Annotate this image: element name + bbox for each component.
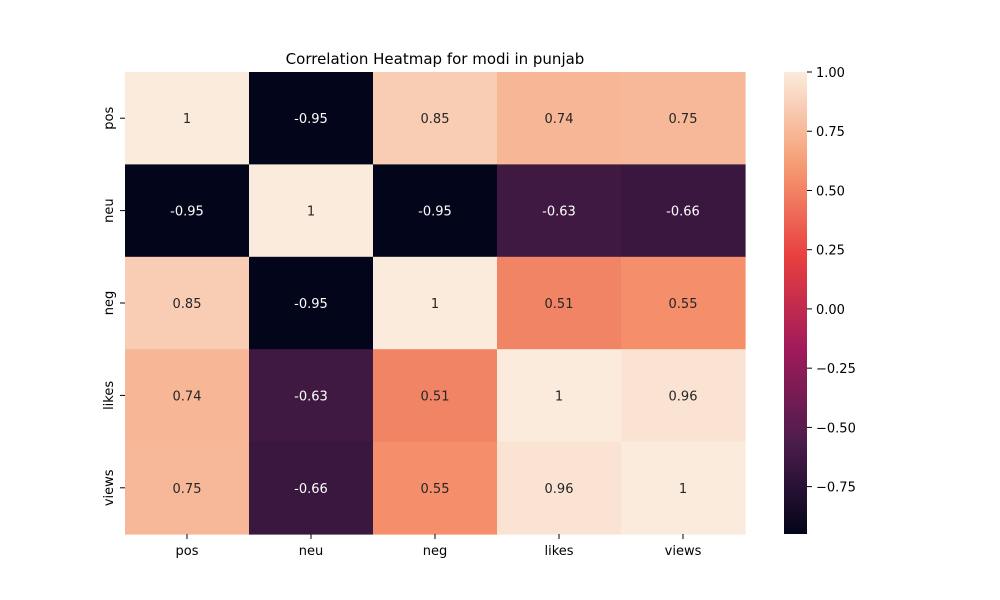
- heatmap-cell: [621, 349, 746, 443]
- colorbar-tick-label: −0.50: [816, 421, 856, 436]
- heatmap-cell: [249, 349, 374, 443]
- heatmap-cell: [497, 164, 622, 258]
- colorbar-tick-label: −0.25: [816, 362, 856, 377]
- cell-value-label: 0.74: [545, 112, 574, 127]
- colorbar: 1.00 0.75 0.50 0.25 0.00 −0.25 −0.50 −0.75: [784, 66, 856, 534]
- y-tick-label: pos: [102, 106, 117, 129]
- heatmap-cell: [373, 164, 498, 258]
- cell-value-label: -0.95: [170, 205, 204, 220]
- cell-value-label: 1: [307, 205, 315, 220]
- x-tick-label: neg: [423, 544, 448, 559]
- chart-title: Correlation Heatmap for modi in punjab: [286, 50, 585, 68]
- cell-value-label: -0.66: [666, 205, 700, 220]
- colorbar-gradient: [784, 72, 807, 534]
- heatmap-cell: [125, 256, 250, 350]
- cell-value-label: 0.75: [173, 482, 202, 497]
- cell-value-label: 0.55: [669, 297, 698, 312]
- heatmap-cell: [249, 441, 374, 535]
- heatmap-cell: [249, 164, 374, 258]
- heatmap-cell: [497, 72, 622, 165]
- cell-value-label: 0.85: [421, 112, 450, 127]
- cell-value-label: 0.85: [173, 297, 202, 312]
- x-tick-label: neu: [299, 544, 323, 559]
- colorbar-tick-label: 0.50: [816, 184, 845, 199]
- x-tick-label: pos: [176, 544, 199, 559]
- heatmap-cell: [621, 256, 746, 350]
- heatmap-cell: [497, 256, 622, 350]
- cell-value-label: 0.51: [545, 297, 574, 312]
- x-tick-label: likes: [544, 544, 573, 559]
- heatmap-cells: 1 -0.95 0.85 0.74 0.75 -0.95 1 -0.95 -0.63 -0.66 0…: [125, 72, 746, 535]
- y-tick-label: likes: [102, 381, 117, 410]
- heatmap-cell: [497, 441, 622, 535]
- heatmap-cell: [125, 349, 250, 443]
- x-tick-label: views: [665, 544, 702, 559]
- heatmap-cell: [125, 164, 250, 258]
- cell-value-label: 1: [555, 389, 563, 404]
- colorbar-tick-label: 0.75: [816, 125, 845, 140]
- cell-value-label: -0.66: [294, 482, 328, 497]
- cell-value-label: 0.55: [421, 482, 450, 497]
- cell-value-label: 0.75: [669, 112, 698, 127]
- colorbar-tick-label: 0.00: [816, 303, 845, 318]
- heatmap-cell: [621, 441, 746, 535]
- cell-value-label: -0.63: [294, 389, 328, 404]
- cell-value-label: 1: [679, 482, 687, 497]
- x-axis: pos neu neg likes views: [176, 534, 702, 559]
- heatmap-cell: [125, 441, 250, 535]
- cell-value-label: -0.95: [294, 297, 328, 312]
- cell-value-label: 0.74: [173, 389, 202, 404]
- heatmap-cell: [621, 72, 746, 165]
- heatmap-cell: [125, 72, 250, 165]
- cell-value-label: -0.63: [542, 205, 576, 220]
- cell-value-label: -0.95: [418, 205, 452, 220]
- cell-value-label: -0.95: [294, 112, 328, 127]
- colorbar-tick-label: 0.25: [816, 244, 845, 259]
- y-tick-label: views: [102, 469, 117, 506]
- heatmap-cell: [249, 72, 374, 165]
- heatmap-cell: [373, 349, 498, 443]
- cell-value-label: 0.96: [669, 389, 698, 404]
- cell-value-label: 0.51: [421, 389, 450, 404]
- y-axis: pos neu neg likes views: [102, 106, 125, 506]
- colorbar-tick-label: −0.75: [816, 481, 856, 496]
- heatmap-cell: [373, 72, 498, 165]
- y-tick-label: neu: [102, 198, 117, 222]
- cell-value-label: 0.96: [545, 482, 574, 497]
- heatmap-cell: [497, 349, 622, 443]
- colorbar-tick-label: 1.00: [816, 66, 845, 81]
- heatmap-cell: [373, 256, 498, 350]
- heatmap-cell: [373, 441, 498, 535]
- cell-value-label: 1: [183, 112, 191, 127]
- heatmap-cell: [249, 256, 374, 350]
- cell-value-label: 1: [431, 297, 439, 312]
- heatmap-cell: [621, 164, 746, 258]
- y-tick-label: neg: [102, 291, 117, 316]
